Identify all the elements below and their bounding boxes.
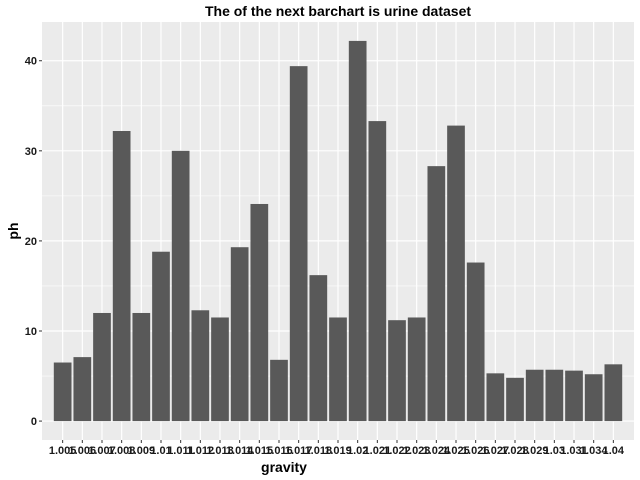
x-tick-label: 1.009: [128, 445, 156, 457]
chart-title: The of the next barchart is urine datase…: [205, 3, 471, 19]
bar: [584, 374, 603, 422]
x-tick-label: 1.029: [521, 445, 549, 457]
x-tick-label: 1.011: [167, 445, 194, 457]
x-tick-label: 1.03: [544, 445, 565, 457]
bar: [270, 359, 288, 422]
x-tick-label: 1.014: [226, 445, 254, 457]
x-tick-label: 1.023: [403, 445, 431, 457]
x-tick-label: 1.025: [442, 445, 470, 457]
x-tick-label: 1.024: [423, 445, 451, 457]
bar: [604, 364, 623, 422]
bar: [112, 131, 131, 422]
bar: [152, 251, 170, 422]
x-tick-label: 1.007: [88, 445, 116, 457]
bar: [407, 317, 426, 422]
y-tick-label: 30: [25, 146, 37, 158]
bar: [211, 317, 229, 422]
bar: [230, 247, 249, 422]
x-tick-label: 1.013: [206, 445, 234, 457]
x-tick-label: 1.028: [501, 445, 529, 457]
bar: [250, 203, 269, 422]
x-tick-label: 1.016: [265, 445, 293, 457]
bar: [388, 320, 406, 422]
y-axis-title: ph: [5, 222, 21, 239]
bar: [525, 369, 544, 422]
y-tick-label: 20: [25, 236, 37, 248]
bar: [289, 66, 308, 422]
x-tick-label: 1.017: [285, 445, 313, 457]
x-tick-label: 1.022: [383, 445, 411, 457]
bar: [329, 317, 347, 422]
bar: [545, 369, 564, 422]
x-tick-label: 1.005: [49, 445, 77, 457]
bar: [427, 166, 446, 422]
x-tick-label: 1.021: [364, 445, 392, 457]
x-tick-label: 1.019: [324, 445, 352, 457]
bars: [53, 40, 623, 422]
bar: [348, 40, 367, 422]
y-tick-label: 40: [25, 56, 37, 68]
y-axis: 0 10 20 30 40: [25, 56, 42, 428]
bar: [309, 275, 328, 422]
y-tick-label: 10: [25, 326, 37, 338]
x-tick-label: 1.031: [560, 445, 588, 457]
x-tick-label: 1.027: [482, 445, 510, 457]
x-tick-label: 1.026: [462, 445, 490, 457]
x-tick-label: 1.04: [603, 445, 625, 457]
bar: [171, 150, 190, 422]
bar: [53, 362, 72, 422]
bar: [191, 310, 210, 422]
x-axis-title: gravity: [261, 459, 307, 475]
x-tick-label: 1.01: [150, 445, 171, 457]
bar: [132, 312, 151, 422]
bar: [466, 262, 485, 422]
bar: [565, 370, 583, 422]
x-tick-label: 1.034: [580, 445, 608, 457]
bar: [368, 121, 387, 422]
bar: [93, 312, 111, 422]
x-tick-label: 1.006: [69, 445, 97, 457]
bar: [447, 125, 465, 422]
bar: [73, 357, 92, 422]
y-tick-label: 0: [31, 416, 37, 428]
bar: [506, 377, 524, 422]
x-tick-label: 1.018: [305, 445, 333, 457]
x-tick-label: 1.012: [187, 445, 215, 457]
x-axis: 1.0051.0061.0071.0081.0091.011.0111.0121…: [49, 440, 625, 457]
x-tick-label: 1.015: [246, 445, 274, 457]
x-tick-label: 1.02: [347, 445, 368, 457]
bar: [486, 373, 505, 422]
x-tick-label: 1.008: [108, 445, 136, 457]
